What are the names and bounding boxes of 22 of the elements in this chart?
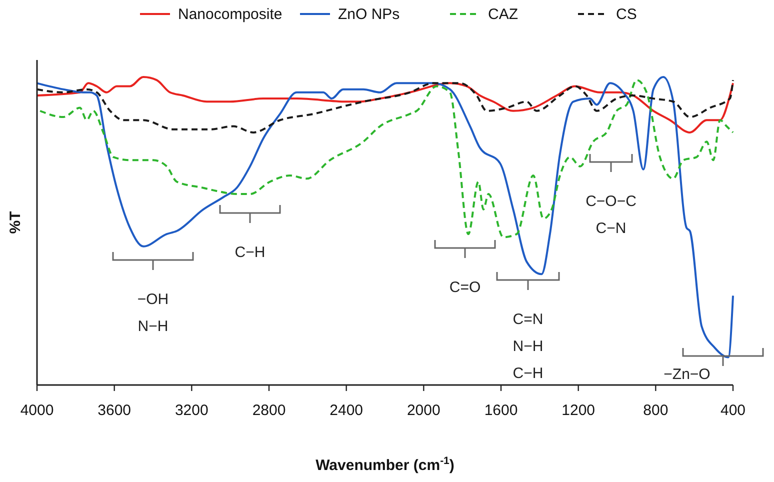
annotation: C=N N−H C−H: [512, 311, 544, 382]
x-tick-label: 2800: [252, 402, 286, 419]
x-tick-label: 2000: [406, 402, 440, 419]
annotation: C−O−C C−N: [586, 193, 637, 237]
x-tick-label: 2400: [330, 402, 364, 419]
x-axis-title: Wavenumber (cm$^{-1}$): [316, 455, 454, 474]
annotation: C=O: [449, 279, 481, 296]
x-tick-label: 4000: [20, 402, 54, 419]
x-tick-label: 400: [720, 402, 746, 419]
x-tick-label: 3600: [98, 402, 132, 419]
x-tick-label: 1200: [562, 402, 596, 419]
legend-label: ZnO NPs: [338, 6, 400, 23]
legend-label: CAZ: [488, 6, 518, 23]
annotation: −OH N−H: [137, 291, 169, 335]
x-tick-label: 800: [643, 402, 668, 419]
x-tick-label: 1600: [484, 402, 518, 419]
y-axis-title: %T: [7, 211, 24, 234]
annotation: −Zn−O: [664, 366, 710, 383]
legend-label: CS: [616, 6, 637, 23]
x-tick-label: 3200: [174, 402, 208, 419]
annotation: C−H: [234, 244, 266, 261]
legend-label: Nanocomposite: [178, 6, 282, 23]
